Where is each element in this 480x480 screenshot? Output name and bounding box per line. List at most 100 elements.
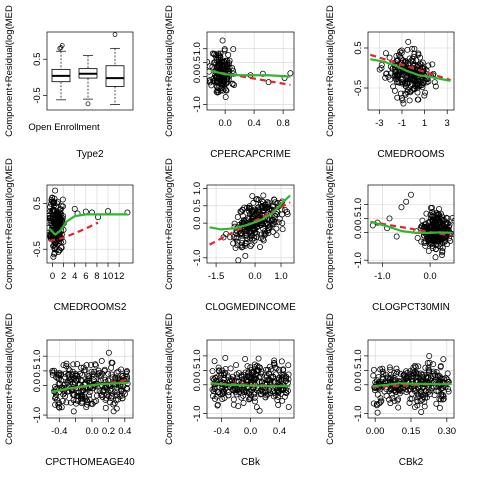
data-point [262,394,269,401]
data-point [414,89,421,96]
data-point [422,388,429,395]
data-point [239,213,246,219]
x-tick-label: 0.0 [244,426,257,437]
data-point [378,65,385,72]
data-point [254,196,261,203]
data-point [105,393,112,400]
data-point [93,387,100,394]
data-point [257,244,263,250]
data-point [54,219,61,226]
data-point [218,385,225,392]
data-point [285,404,292,410]
x-tick-label: -1.5 [208,271,224,282]
data-point [98,392,105,399]
data-point [260,235,266,242]
data-point [238,244,245,251]
x-tick-label: 0.00 [366,426,385,437]
data-point [393,233,400,240]
data-point [240,399,247,406]
data-point [379,365,386,372]
data-point [53,374,60,381]
data-point [265,230,272,237]
data-point [437,363,444,370]
data-point [269,221,276,228]
data-point [400,100,407,107]
fit-lines [210,382,291,388]
data-point [209,375,216,382]
box-3 [105,32,125,105]
data-point [447,238,454,244]
data-point [219,62,226,68]
data-point [433,400,440,407]
data-point [220,376,227,383]
x-tick-label: -3 [375,118,383,129]
data-point [273,386,280,393]
data-point [284,208,291,215]
data-point [249,236,256,243]
data-point [105,370,112,377]
data-point [116,393,123,400]
data-point [276,366,283,373]
data-point [272,371,279,378]
data-point [124,375,131,382]
data-point [69,368,76,375]
y-tick-label: 1.0 [192,349,203,362]
data-point [52,221,59,228]
data-point [219,37,226,44]
data-point [420,393,427,400]
data-point [238,232,245,239]
data-point [95,367,102,374]
data-point [409,75,416,82]
data-point [411,45,418,52]
data-point [437,219,444,225]
data-point [71,375,78,382]
data-point [253,367,260,374]
data-point [382,50,389,57]
residual-smooth-line [370,58,451,82]
data-point [439,249,446,256]
y-tick-label: 0.5 [192,56,203,69]
data-point [420,371,427,378]
data-point [215,89,222,96]
data-point [278,358,285,365]
data-point [275,393,282,400]
x-axis-label: CPCTHOMEAGE40 [45,457,135,468]
data-point [92,362,99,369]
x-tick-label: 4 [72,271,77,282]
data-point [410,85,417,92]
data-point [73,377,80,384]
data-point [52,240,59,247]
data-point [264,366,271,373]
data-point [105,349,112,356]
data-point [273,225,280,232]
x-tick-label: 3 [445,118,450,129]
data-point [374,391,381,398]
data-point [429,61,436,68]
data-point [56,380,63,387]
data-point [370,372,377,379]
data-point [261,228,268,235]
data-point [240,217,247,224]
data-point [405,62,412,69]
fit-lines [209,194,291,246]
fit-lines [210,69,291,86]
y-tick-label: 1.0 [32,350,43,363]
plot-frame [46,339,134,419]
x-tick-label: 1.0 [274,271,287,282]
data-point [60,362,67,369]
data-point [262,230,269,237]
data-point [394,94,401,101]
data-point [211,59,218,66]
data-point [403,386,410,393]
box-1 [51,43,71,101]
data-point [54,396,61,403]
plot-frame [46,31,134,111]
x-tick-label: 0 [50,271,55,282]
data-point [221,374,228,381]
plot-frame [367,184,455,264]
data-point [220,388,227,395]
data-point [235,257,242,263]
data-point [88,400,95,407]
data-point [216,368,223,375]
